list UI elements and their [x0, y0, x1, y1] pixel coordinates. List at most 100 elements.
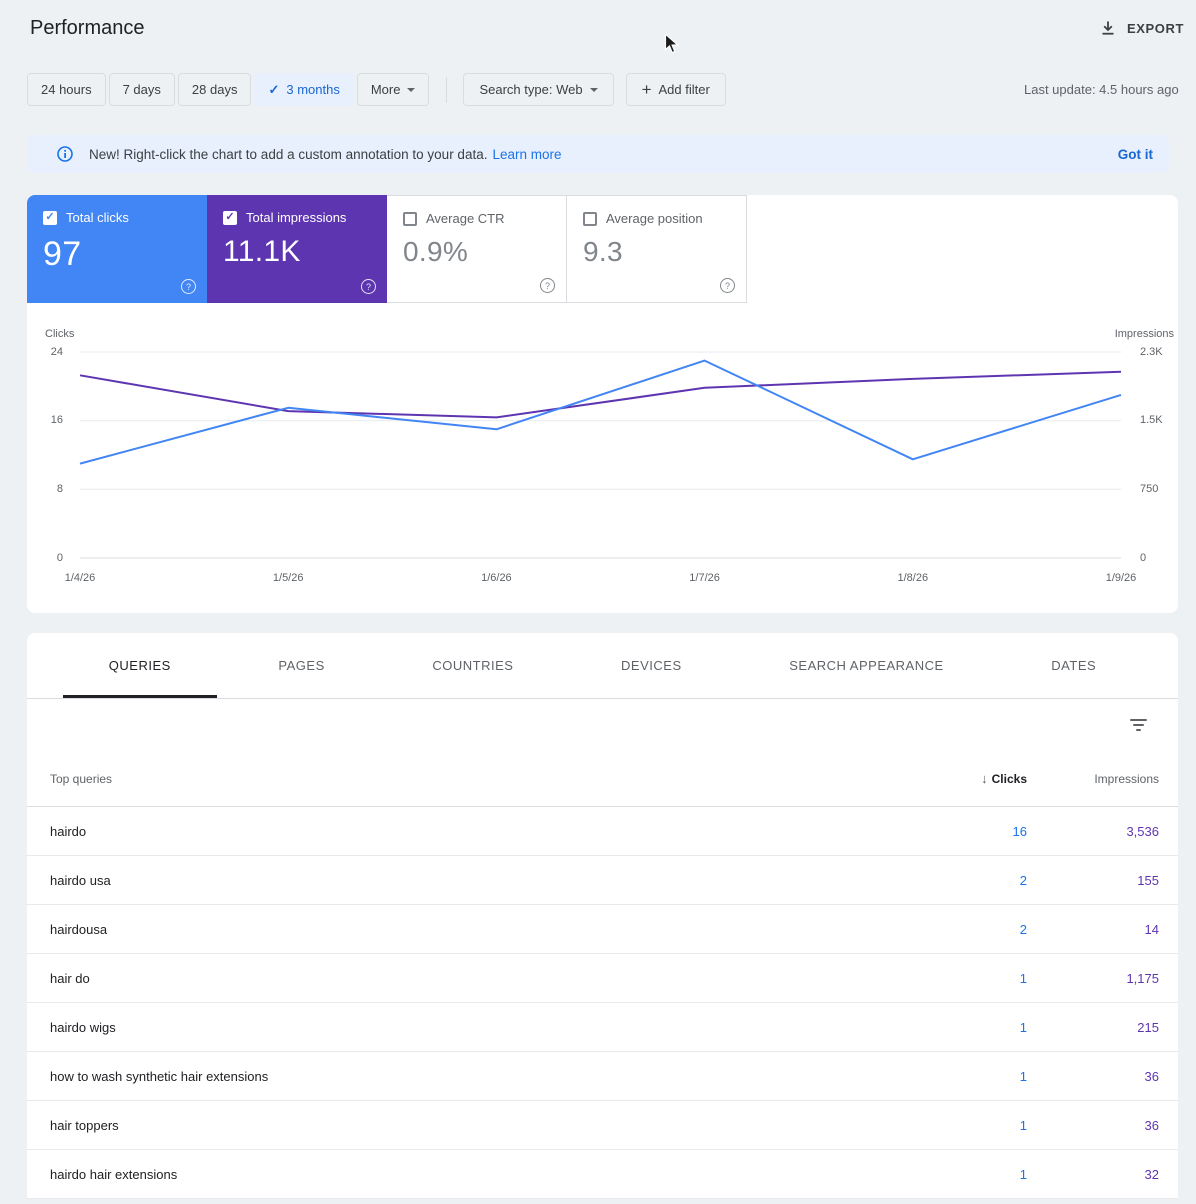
tick-label: 2.3K — [1140, 346, 1163, 358]
query-cell[interactable]: hair toppers — [50, 1117, 119, 1133]
help-icon[interactable]: ? — [720, 278, 735, 293]
metric-value: 11.1K — [223, 235, 301, 268]
tab-countries[interactable]: COUNTRIES — [386, 633, 559, 698]
metric-card-total-impressions[interactable]: ✓ Total impressions 11.1K ? — [207, 195, 387, 303]
table-row[interactable]: hairdo hair extensions 1 32 — [27, 1150, 1178, 1199]
tab-label: SEARCH APPEARANCE — [789, 658, 944, 673]
right-axis-title: Impressions — [1114, 328, 1174, 340]
export-button[interactable]: EXPORT — [1099, 19, 1188, 37]
dimensions-panel: QUERIES PAGES COUNTRIES DEVICES SEARCH A… — [27, 633, 1178, 1199]
sort-desc-icon: ↓ — [981, 771, 988, 786]
page-title: Performance — [30, 16, 145, 39]
x-axis-label: 1/8/26 — [897, 572, 929, 584]
query-cell[interactable]: hairdo wigs — [50, 1019, 116, 1035]
impressions-cell: 1,175 — [1126, 970, 1159, 986]
tick-label: 0 — [56, 552, 63, 564]
range-label: More — [370, 82, 401, 97]
query-cell[interactable]: hairdo hair extensions — [50, 1166, 178, 1182]
table-row[interactable]: hairdo 16 3,536 — [27, 807, 1178, 856]
tab-label: PAGES — [278, 658, 325, 673]
help-icon[interactable]: ? — [361, 279, 376, 294]
checkbox-icon[interactable]: ✓ — [583, 211, 597, 226]
range-chip-3-months[interactable]: ✓ 3 months — [254, 73, 354, 106]
table-row[interactable]: hairdo wigs 1 215 — [27, 1003, 1178, 1052]
query-cell[interactable]: hairdousa — [50, 921, 108, 937]
range-label: 28 days — [191, 82, 238, 97]
toolbar: 24 hours 7 days 28 days ✓ 3 months More … — [27, 73, 1196, 106]
metric-card-total-clicks[interactable]: ✓ Total clicks 97 ? — [27, 195, 207, 303]
learn-more-link[interactable]: Learn more — [492, 146, 562, 162]
search-type-chip[interactable]: Search type: Web — [463, 73, 614, 106]
got-it-button[interactable]: Got it — [1117, 146, 1153, 162]
left-axis-title: Clicks — [45, 328, 75, 340]
download-icon — [1102, 21, 1114, 35]
add-filter-button[interactable]: + Add filter — [625, 73, 726, 106]
metric-value: 0.9% — [403, 236, 469, 267]
annotation-banner: New! Right-click the chart to add a cust… — [27, 135, 1169, 173]
range-label: 24 hours — [41, 82, 92, 97]
impressions-cell: 32 — [1144, 1166, 1159, 1182]
column-header-clicks[interactable]: ↓ Clicks — [907, 771, 1027, 786]
chevron-down-icon — [589, 88, 598, 92]
impressions-line — [79, 370, 1122, 419]
range-chip-28-days[interactable]: 28 days — [177, 73, 252, 106]
check-icon: ✓ — [268, 81, 280, 97]
table-row[interactable]: how to wash synthetic hair extensions 1 … — [27, 1052, 1178, 1101]
query-cell[interactable]: hairdo usa — [50, 872, 111, 888]
metric-label: Average position — [606, 211, 703, 226]
query-cell[interactable]: how to wash synthetic hair extensions — [50, 1068, 269, 1084]
x-axis-label: 1/7/26 — [689, 572, 720, 584]
table-row[interactable]: hairdo usa 2 155 — [27, 856, 1178, 905]
clicks-cell: 2 — [1019, 921, 1027, 937]
toolbar-divider — [446, 76, 448, 103]
help-icon[interactable]: ? — [181, 279, 196, 294]
clicks-header-label: Clicks — [991, 772, 1027, 786]
performance-chart[interactable]: Clicks Impressions 24 16 8 0 2.3K 1.5K 7… — [27, 303, 1178, 613]
range-chip-7-days[interactable]: 7 days — [108, 73, 175, 106]
tab-label: QUERIES — [108, 658, 171, 673]
help-icon[interactable]: ? — [540, 278, 555, 293]
metric-card-average-position[interactable]: ✓ Average position 9.3 ? — [567, 195, 747, 303]
metric-cards-row: ✓ Total clicks 97 ? ✓ Total impressions … — [27, 195, 1178, 303]
range-chip-24-hours[interactable]: 24 hours — [27, 73, 106, 106]
export-label: EXPORT — [1126, 20, 1184, 36]
tick-label: 0 — [1140, 552, 1147, 564]
banner-message: New! Right-click the chart to add a cust… — [89, 146, 488, 162]
impressions-cell: 36 — [1144, 1117, 1159, 1133]
impressions-cell: 36 — [1144, 1068, 1159, 1084]
x-axis-label: 1/9/26 — [1105, 572, 1137, 584]
query-cell[interactable]: hairdo — [50, 823, 87, 839]
check-icon: ✓ — [45, 211, 55, 223]
checkbox-icon[interactable]: ✓ — [403, 211, 417, 226]
performance-panel: ✓ Total clicks 97 ? ✓ Total impressions … — [27, 195, 1178, 613]
impressions-cell: 215 — [1137, 1019, 1159, 1035]
range-chip-more[interactable]: More — [356, 73, 430, 106]
x-axis-label: 1/4/26 — [64, 572, 96, 584]
table-row[interactable]: hair toppers 1 36 — [27, 1101, 1178, 1150]
tab-queries[interactable]: QUERIES — [62, 633, 217, 698]
clicks-cell: 1 — [1019, 1166, 1027, 1182]
metric-label: Total impressions — [246, 210, 347, 225]
range-label: 3 months — [286, 82, 340, 97]
column-header-impressions[interactable]: Impressions — [1094, 771, 1159, 786]
tab-pages[interactable]: PAGES — [232, 633, 370, 698]
metric-value: 9.3 — [583, 236, 623, 267]
tab-label: DEVICES — [621, 658, 682, 673]
tick-label: 16 — [50, 414, 63, 426]
tab-devices[interactable]: DEVICES — [575, 633, 728, 698]
check-icon: ✓ — [225, 211, 235, 223]
x-axis-label: 1/5/26 — [272, 572, 304, 584]
metric-card-average-ctr[interactable]: ✓ Average CTR 0.9% ? — [387, 195, 567, 303]
checkbox-icon[interactable]: ✓ — [43, 210, 57, 225]
left-axis-ticks: 24 16 8 0 — [27, 303, 64, 613]
table-row[interactable]: hairdousa 2 14 — [27, 905, 1178, 954]
checkbox-icon[interactable]: ✓ — [223, 210, 237, 225]
tab-search-appearance[interactable]: SEARCH APPEARANCE — [743, 633, 989, 698]
impressions-cell: 3,536 — [1126, 823, 1159, 839]
tab-dates[interactable]: DATES — [1005, 633, 1142, 698]
tab-label: COUNTRIES — [432, 658, 514, 673]
table-row[interactable]: hair do 1 1,175 — [27, 954, 1178, 1003]
filter-icon[interactable] — [1125, 714, 1152, 736]
query-cell[interactable]: hair do — [50, 970, 90, 986]
table-filter-row — [27, 699, 1178, 751]
